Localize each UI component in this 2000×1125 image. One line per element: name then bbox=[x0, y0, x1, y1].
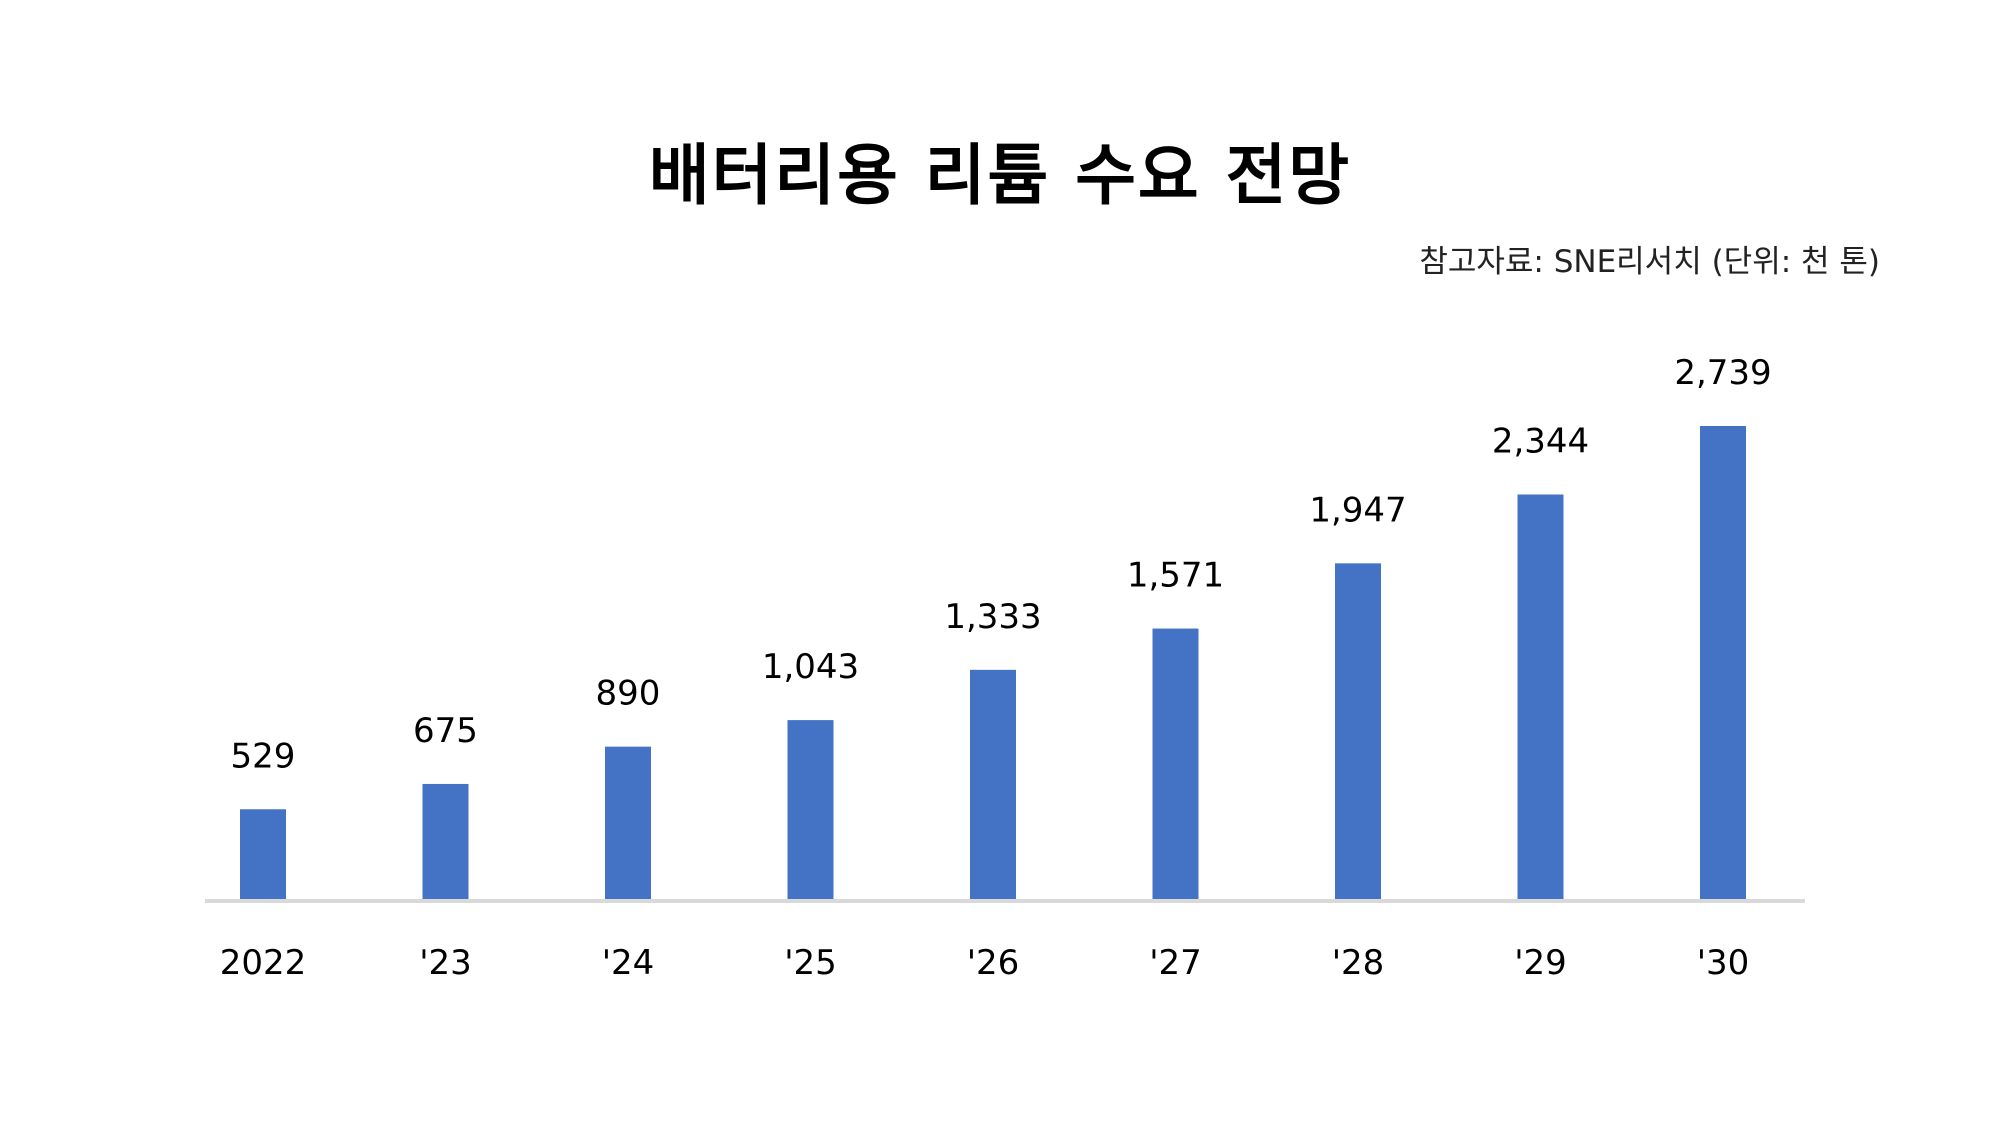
bar-value-label: 1,947 bbox=[1309, 490, 1406, 530]
bar-value-label: 529 bbox=[231, 736, 296, 776]
x-tick-label: 2022 bbox=[220, 943, 307, 983]
bar-'30 bbox=[1700, 426, 1746, 901]
bars-group bbox=[240, 426, 1746, 901]
bar-'29 bbox=[1517, 494, 1564, 901]
x-tick-label: '24 bbox=[602, 943, 655, 983]
x-tick-label: '25 bbox=[784, 943, 837, 983]
bar-value-label: 2,344 bbox=[1492, 422, 1589, 462]
bar-'28 bbox=[1335, 563, 1381, 901]
source-note: 참고자료: SNE리서치 (단위: 천 톤) bbox=[1419, 244, 1880, 280]
x-tick-label: '23 bbox=[419, 943, 472, 983]
bar-value-label: 2,739 bbox=[1674, 353, 1771, 393]
chart-title: 배터리용 리튬 수요 전망 bbox=[648, 137, 1352, 214]
bar-value-label: 1,571 bbox=[1127, 556, 1224, 596]
value-labels-group: 529 675 890 1,043 1,333 1,571 1,947 2,344 2,739 bbox=[231, 353, 1772, 776]
x-tick-label: '30 bbox=[1697, 943, 1750, 983]
x-tick-label: '28 bbox=[1332, 943, 1385, 983]
bar-'24 bbox=[605, 746, 651, 901]
bar-value-label: 890 bbox=[596, 674, 661, 714]
x-tick-label: '26 bbox=[967, 943, 1020, 983]
bar-value-label: 1,043 bbox=[762, 647, 859, 687]
bar-'27 bbox=[1152, 628, 1199, 901]
x-tick-label: '29 bbox=[1514, 943, 1567, 983]
x-tick-label: '27 bbox=[1149, 943, 1202, 983]
tick-labels-group: 2022 '23 '24 '25 '26 '27 '28 '29 '30 bbox=[220, 943, 1750, 983]
bar-2022 bbox=[240, 809, 286, 901]
bar-'25 bbox=[787, 720, 834, 901]
bar-'26 bbox=[970, 669, 1016, 901]
bar-'23 bbox=[422, 783, 469, 901]
bar-value-label: 1,333 bbox=[944, 597, 1041, 637]
bar-value-label: 675 bbox=[413, 711, 478, 751]
